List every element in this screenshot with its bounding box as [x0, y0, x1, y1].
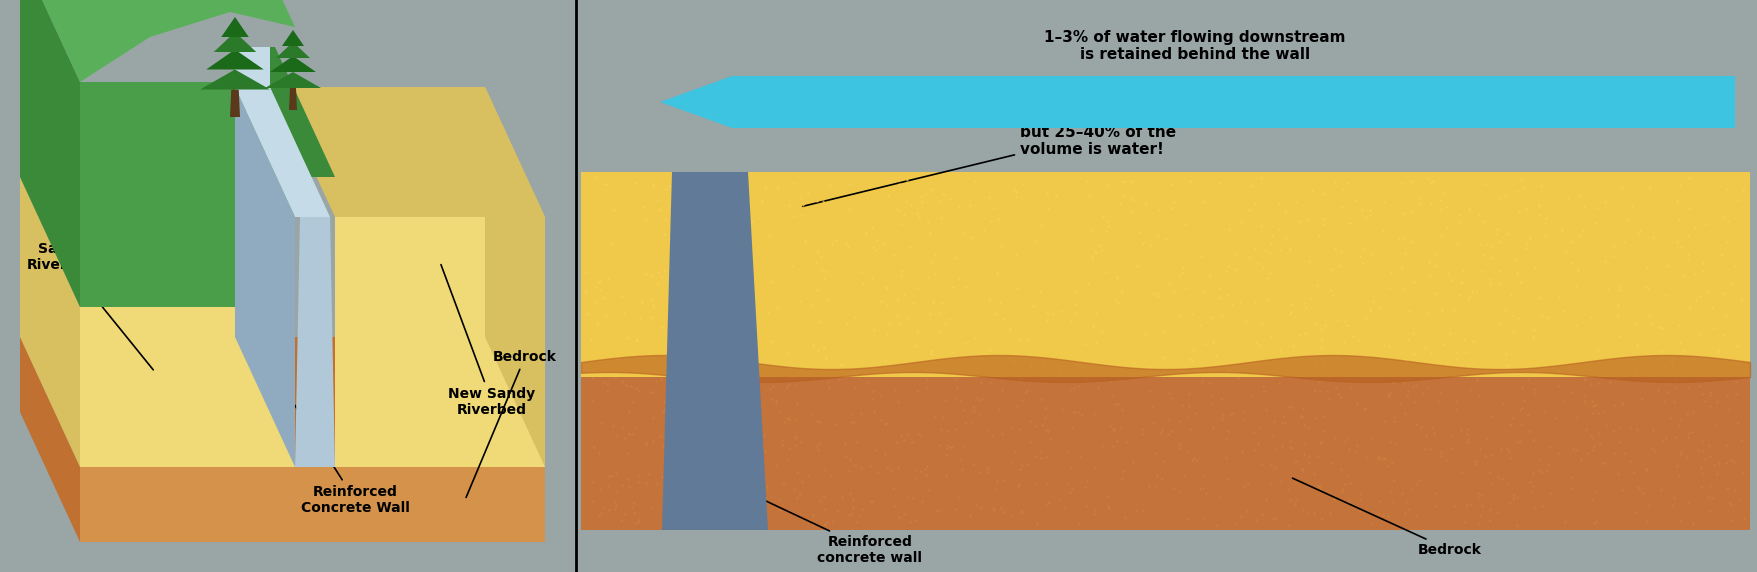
Polygon shape	[659, 76, 731, 128]
Polygon shape	[19, 0, 295, 82]
Text: Dam fills with sand –
but 25–40% of the
volume is water!: Dam fills with sand – but 25–40% of the …	[803, 107, 1197, 206]
Polygon shape	[19, 177, 81, 467]
Bar	[580, 172, 1748, 377]
Polygon shape	[235, 87, 295, 467]
Polygon shape	[19, 177, 295, 307]
Polygon shape	[81, 307, 295, 467]
Polygon shape	[336, 217, 545, 467]
Polygon shape	[281, 30, 304, 46]
Polygon shape	[200, 70, 271, 89]
Polygon shape	[235, 47, 336, 177]
Text: Reinforced
concrete wall: Reinforced concrete wall	[717, 478, 922, 565]
Polygon shape	[19, 337, 81, 542]
Polygon shape	[230, 89, 241, 117]
Polygon shape	[288, 88, 297, 110]
Polygon shape	[81, 467, 545, 542]
Polygon shape	[485, 87, 545, 467]
Polygon shape	[221, 17, 248, 37]
Polygon shape	[81, 82, 295, 307]
Polygon shape	[19, 337, 545, 467]
Text: 1–3% of water flowing downstream: 1–3% of water flowing downstream	[1044, 30, 1346, 45]
Text: is retained behind the wall: is retained behind the wall	[1079, 46, 1309, 62]
Polygon shape	[271, 56, 316, 72]
Text: Sandy
Riverbed: Sandy Riverbed	[26, 242, 153, 370]
Bar	[731, 76, 1734, 128]
Text: Bedrock: Bedrock	[1291, 478, 1481, 557]
Polygon shape	[206, 50, 264, 70]
Bar	[580, 367, 1748, 530]
Polygon shape	[235, 47, 295, 307]
Text: New Sandy
Riverbed: New Sandy Riverbed	[441, 265, 536, 417]
Polygon shape	[295, 217, 336, 467]
Polygon shape	[265, 72, 322, 88]
Polygon shape	[274, 87, 545, 217]
Polygon shape	[662, 172, 768, 530]
Text: Reinforced
Concrete Wall: Reinforced Concrete Wall	[281, 384, 409, 515]
Polygon shape	[19, 0, 81, 307]
Text: Bedrock: Bedrock	[466, 350, 557, 498]
Polygon shape	[214, 32, 257, 52]
Polygon shape	[235, 47, 271, 87]
Polygon shape	[276, 42, 309, 58]
Polygon shape	[235, 87, 330, 217]
